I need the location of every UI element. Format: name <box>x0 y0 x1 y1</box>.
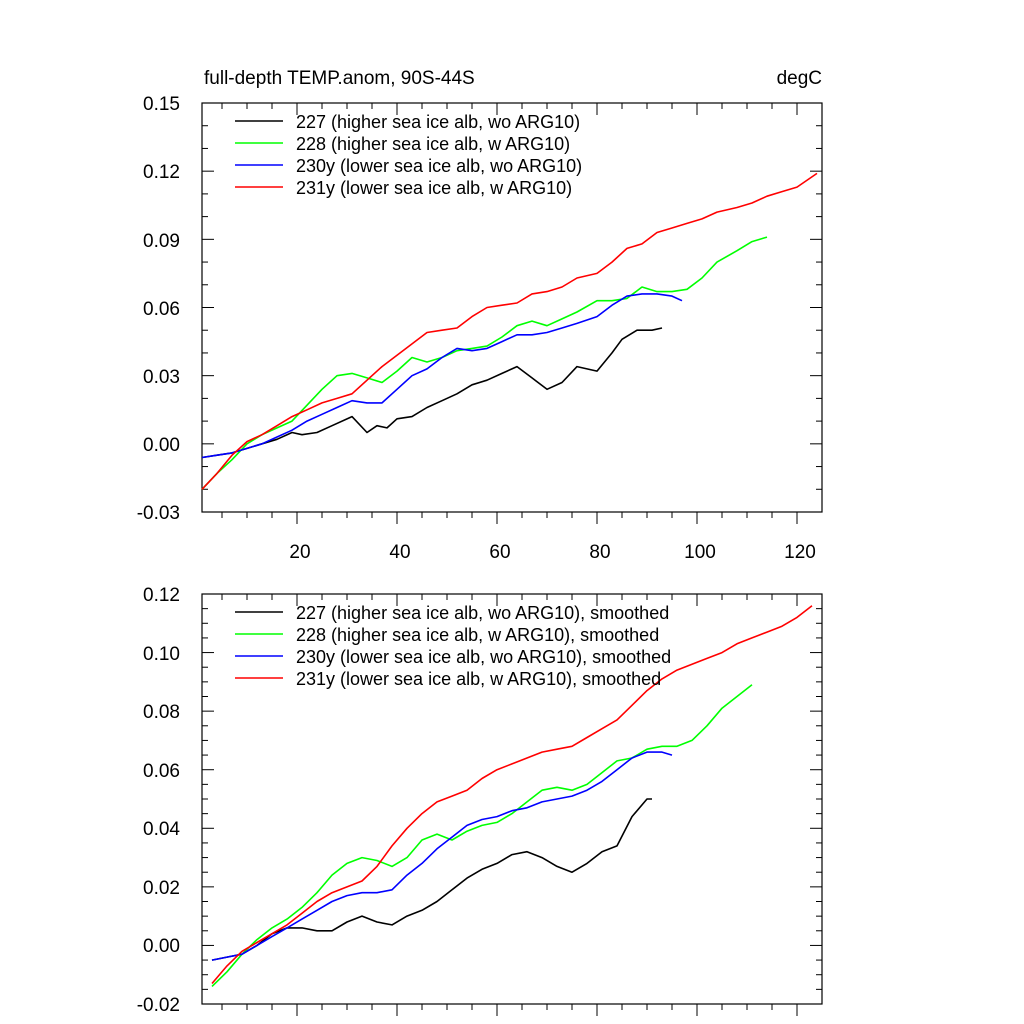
chart-top-ticks <box>202 102 822 524</box>
legend-label-230y-smoothed: 230y (lower sea ice alb, wo ARG10), smoo… <box>296 647 671 667</box>
chart-top: full-depth TEMP.anom, 90S-44S degC -0.03… <box>137 68 823 563</box>
chart-top-ytick-label: 0.12 <box>143 162 180 183</box>
legend-label-228-smoothed: 228 (higher sea ice alb, w ARG10), smoot… <box>296 625 659 645</box>
chart-bottom-legend: 227 (higher sea ice alb, wo ARG10), smoo… <box>235 603 671 689</box>
chart-top-ytick-label: -0.03 <box>137 503 180 524</box>
chart-top-xtick-label: 120 <box>784 542 816 563</box>
chart-top-ytick-label: 0.06 <box>143 299 180 320</box>
legend-label-227: 227 (higher sea ice alb, wo ARG10) <box>296 112 580 132</box>
chart-top-series-line-0 <box>201 327 663 459</box>
chart-bottom-ytick-label: 0.08 <box>143 702 180 723</box>
chart-bottom-ytick-label: 0.10 <box>143 644 180 665</box>
chart-top-ytick-label: 0.00 <box>143 435 180 456</box>
chart-top-series-line-1 <box>201 236 768 490</box>
chart-bottom: -0.02 0.00 0.02 0.04 0.06 0.08 0.10 0.12… <box>137 585 823 1016</box>
chart-bottom-series-line-1 <box>211 684 753 987</box>
chart-bottom-ytick-label: -0.02 <box>137 995 180 1016</box>
chart-bottom-ytick-label: 0.04 <box>143 819 180 840</box>
chart-bottom-ytick-label: 0.02 <box>143 878 180 899</box>
chart-top-ytick-label: 0.15 <box>143 94 180 115</box>
chart-bottom-ytick-label: 0.06 <box>143 761 180 782</box>
chart-top-xtick-label: 60 <box>489 542 510 563</box>
chart-bottom-lines <box>211 605 813 987</box>
chart-bottom-ytick-label: 0.12 <box>143 585 180 606</box>
chart-top-ytick-label: 0.03 <box>143 367 180 388</box>
chart-bottom-ytick-label: 0.00 <box>143 936 180 957</box>
chart-top-units: degC <box>777 68 822 89</box>
chart-top-legend: 227 (higher sea ice alb, wo ARG10) 228 (… <box>235 112 582 198</box>
chart-top-series-line-3 <box>201 172 818 490</box>
chart-top-xtick-label: 20 <box>289 542 310 563</box>
chart-bottom-series-line-3 <box>211 605 813 985</box>
legend-label-231y-smoothed: 231y (lower sea ice alb, w ARG10), smoot… <box>296 669 661 689</box>
chart-bottom-series-line-2 <box>211 751 673 961</box>
chart-bottom-series-line-0 <box>211 798 652 961</box>
chart-top-xtick-label: 100 <box>684 542 716 563</box>
chart-top-lines <box>201 172 818 490</box>
legend-label-230y: 230y (lower sea ice alb, wo ARG10) <box>296 156 582 176</box>
legend-label-231y: 231y (lower sea ice alb, w ARG10) <box>296 178 572 198</box>
chart-top-series-line-2 <box>201 293 683 459</box>
chart-top-xtick-label: 80 <box>589 542 610 563</box>
legend-label-227-smoothed: 227 (higher sea ice alb, wo ARG10), smoo… <box>296 603 669 623</box>
chart-top-ytick-label: 0.09 <box>143 231 180 252</box>
legend-label-228: 228 (higher sea ice alb, w ARG10) <box>296 134 570 154</box>
chart-top-title: full-depth TEMP.anom, 90S-44S <box>204 68 475 89</box>
chart-top-xtick-label: 40 <box>389 542 410 563</box>
chart-bottom-ticks <box>202 593 822 1016</box>
